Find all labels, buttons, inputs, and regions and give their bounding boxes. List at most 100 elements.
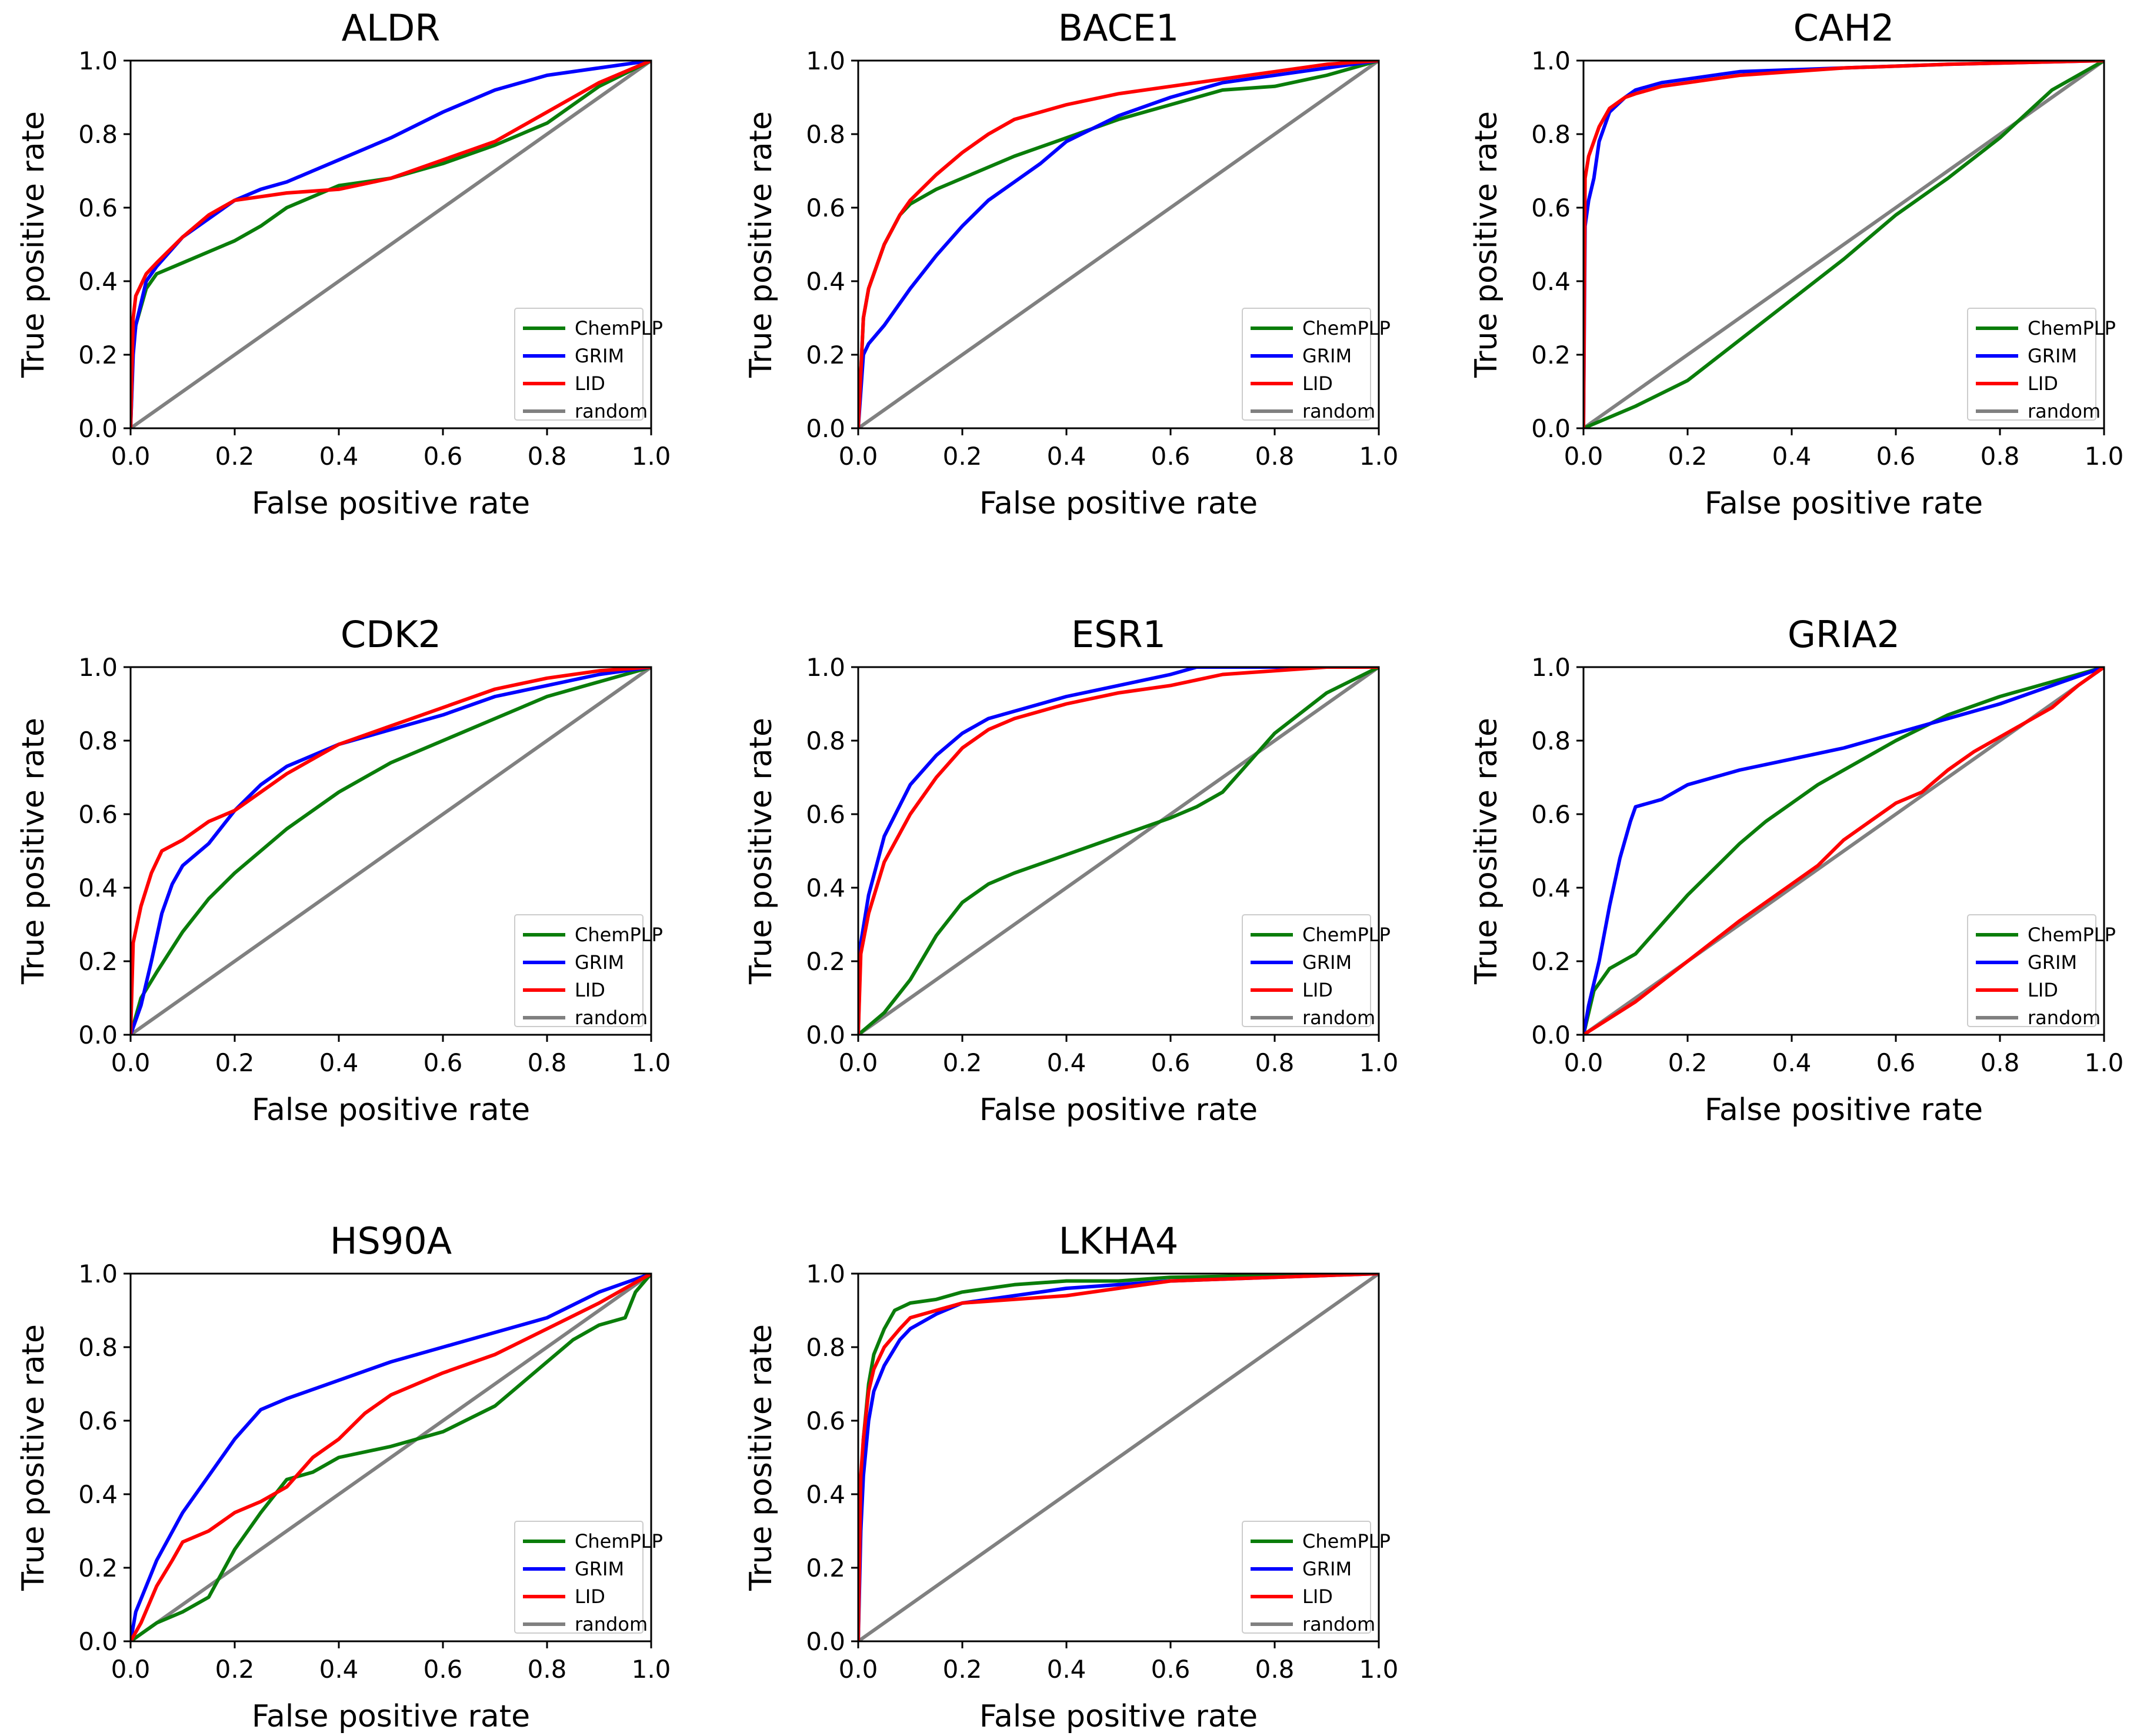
y-tick-label: 0.0 bbox=[78, 1627, 118, 1656]
legend-label-chemplp: ChemPLP bbox=[1302, 1530, 1391, 1552]
y-tick-label: 0.4 bbox=[78, 1480, 118, 1509]
legend-label-lid: LID bbox=[2028, 979, 2058, 1001]
legend-label-chemplp: ChemPLP bbox=[575, 1530, 663, 1552]
x-tick-label: 1.0 bbox=[2085, 1048, 2124, 1077]
x-tick-label: 0.2 bbox=[943, 442, 982, 471]
plot-frame bbox=[857, 1272, 1380, 1642]
legend-label-grim: GRIM bbox=[2028, 345, 2077, 367]
legend-box bbox=[514, 308, 644, 421]
legend-box bbox=[514, 914, 644, 1027]
legend: ChemPLP GRIM LID random bbox=[1242, 308, 1391, 422]
y-tick-label: 0.0 bbox=[806, 1627, 845, 1656]
series-line-grim bbox=[858, 1274, 1379, 1641]
legend-label-chemplp: ChemPLP bbox=[1302, 317, 1391, 339]
roc-panel-esr1: ESR1 False positive rate True positive rat… bbox=[744, 613, 1398, 1128]
x-tick-label: 1.0 bbox=[632, 1655, 671, 1684]
legend-label-random: random bbox=[1302, 400, 1375, 422]
legend-box bbox=[1967, 308, 2096, 421]
x-tick-label: 0.2 bbox=[215, 1655, 255, 1684]
legend-label-lid: LID bbox=[1302, 1585, 1333, 1608]
series-lines bbox=[131, 1274, 651, 1641]
x-tick-label: 0.0 bbox=[839, 442, 878, 471]
x-axis-label: False positive rate bbox=[252, 1092, 530, 1128]
y-tick-label: 0.4 bbox=[806, 1480, 845, 1509]
x-tick-label: 1.0 bbox=[1359, 1655, 1399, 1684]
legend-label-random: random bbox=[575, 1007, 648, 1029]
legend-label-lid: LID bbox=[1302, 372, 1333, 395]
legend-box bbox=[1242, 1521, 1371, 1634]
x-tick-label: 0.2 bbox=[215, 442, 255, 471]
legend: ChemPLP GRIM LID random bbox=[514, 1521, 663, 1635]
x-tick-label: 0.8 bbox=[1981, 1048, 2020, 1077]
series-line-chemplp bbox=[131, 1274, 651, 1641]
x-tick-label: 0.4 bbox=[319, 442, 359, 471]
legend: ChemPLP GRIM LID random bbox=[1967, 914, 2116, 1029]
plot-frame bbox=[1582, 666, 2105, 1036]
x-tick-label: 0.4 bbox=[1772, 1048, 1812, 1077]
legend-box bbox=[1967, 914, 2096, 1027]
y-tick-label: 0.2 bbox=[1531, 341, 1571, 369]
legend-label-chemplp: ChemPLP bbox=[2028, 317, 2116, 339]
chart-title: ALDR bbox=[342, 6, 441, 49]
y-tick-label: 1.0 bbox=[78, 653, 118, 682]
series-lines bbox=[1583, 61, 2104, 428]
chart-title: CAH2 bbox=[1793, 6, 1895, 49]
legend: ChemPLP GRIM LID random bbox=[514, 308, 663, 422]
x-tick-label: 1.0 bbox=[2085, 442, 2124, 471]
chart-title: BACE1 bbox=[1058, 6, 1179, 49]
x-tick-label: 0.8 bbox=[528, 442, 567, 471]
chart-title: CDK2 bbox=[341, 613, 441, 656]
legend-box bbox=[1242, 914, 1371, 1027]
y-tick-label: 1.0 bbox=[806, 653, 845, 682]
y-tick-label: 1.0 bbox=[78, 46, 118, 75]
series-line-lid bbox=[858, 667, 1379, 1035]
plot-frame bbox=[129, 59, 652, 429]
series-line-lid bbox=[131, 1274, 651, 1641]
x-tick-label: 0.8 bbox=[1255, 442, 1295, 471]
y-tick-label: 1.0 bbox=[806, 46, 845, 75]
x-tick-label: 0.0 bbox=[111, 1655, 151, 1684]
roc-panel-bace1: BACE1 False positive rate True positive ra… bbox=[744, 6, 1398, 521]
y-tick-label: 0.8 bbox=[78, 120, 118, 149]
y-tick-label: 1.0 bbox=[1531, 653, 1571, 682]
roc-panel-aldr: ALDR False positive rate True positive rat… bbox=[16, 6, 671, 521]
x-tick-label: 0.4 bbox=[1772, 442, 1812, 471]
y-axis-label: True positive rate bbox=[744, 718, 779, 985]
x-tick-label: 0.2 bbox=[943, 1655, 982, 1684]
y-tick-label: 0.4 bbox=[78, 267, 118, 296]
x-tick-label: 0.4 bbox=[1047, 442, 1086, 471]
x-tick-label: 0.0 bbox=[839, 1655, 878, 1684]
y-tick-label: 0.6 bbox=[78, 194, 118, 222]
series-line-random bbox=[131, 667, 651, 1035]
y-tick-label: 0.0 bbox=[806, 1021, 845, 1049]
x-tick-label: 0.0 bbox=[1564, 1048, 1603, 1077]
y-tick-label: 0.2 bbox=[1531, 947, 1571, 976]
chart-title: HS90A bbox=[330, 1219, 452, 1262]
legend-label-grim: GRIM bbox=[575, 345, 624, 367]
y-axis-label: True positive rate bbox=[744, 111, 779, 378]
legend-label-chemplp: ChemPLP bbox=[575, 317, 663, 339]
legend-label-grim: GRIM bbox=[1302, 951, 1352, 974]
legend: ChemPLP GRIM LID random bbox=[1242, 1521, 1391, 1635]
y-tick-label: 0.6 bbox=[806, 1407, 845, 1435]
plot-frame bbox=[857, 666, 1380, 1036]
y-tick-label: 0.8 bbox=[78, 1333, 118, 1362]
y-axis-label: True positive rate bbox=[744, 1324, 779, 1591]
x-tick-label: 0.0 bbox=[1564, 442, 1603, 471]
y-tick-label: 0.6 bbox=[1531, 800, 1571, 829]
x-tick-label: 0.4 bbox=[319, 1048, 359, 1077]
legend-label-random: random bbox=[575, 400, 648, 422]
x-tick-label: 0.6 bbox=[424, 442, 463, 471]
x-axis-label: False positive rate bbox=[252, 486, 530, 521]
roc-panel-gria2: GRIA2 False positive rate True positive ra… bbox=[1469, 613, 2123, 1128]
y-tick-label: 0.6 bbox=[78, 1407, 118, 1435]
y-tick-label: 0.8 bbox=[1531, 727, 1571, 755]
x-tick-label: 0.4 bbox=[1047, 1655, 1086, 1684]
x-tick-label: 0.6 bbox=[1151, 1048, 1191, 1077]
series-line-grim bbox=[131, 1274, 651, 1641]
series-line-grim bbox=[131, 667, 651, 1035]
y-tick-label: 0.2 bbox=[78, 341, 118, 369]
y-axis-label: True positive rate bbox=[1469, 111, 1504, 378]
series-line-grim bbox=[858, 667, 1379, 1035]
series-line-random bbox=[858, 667, 1379, 1035]
